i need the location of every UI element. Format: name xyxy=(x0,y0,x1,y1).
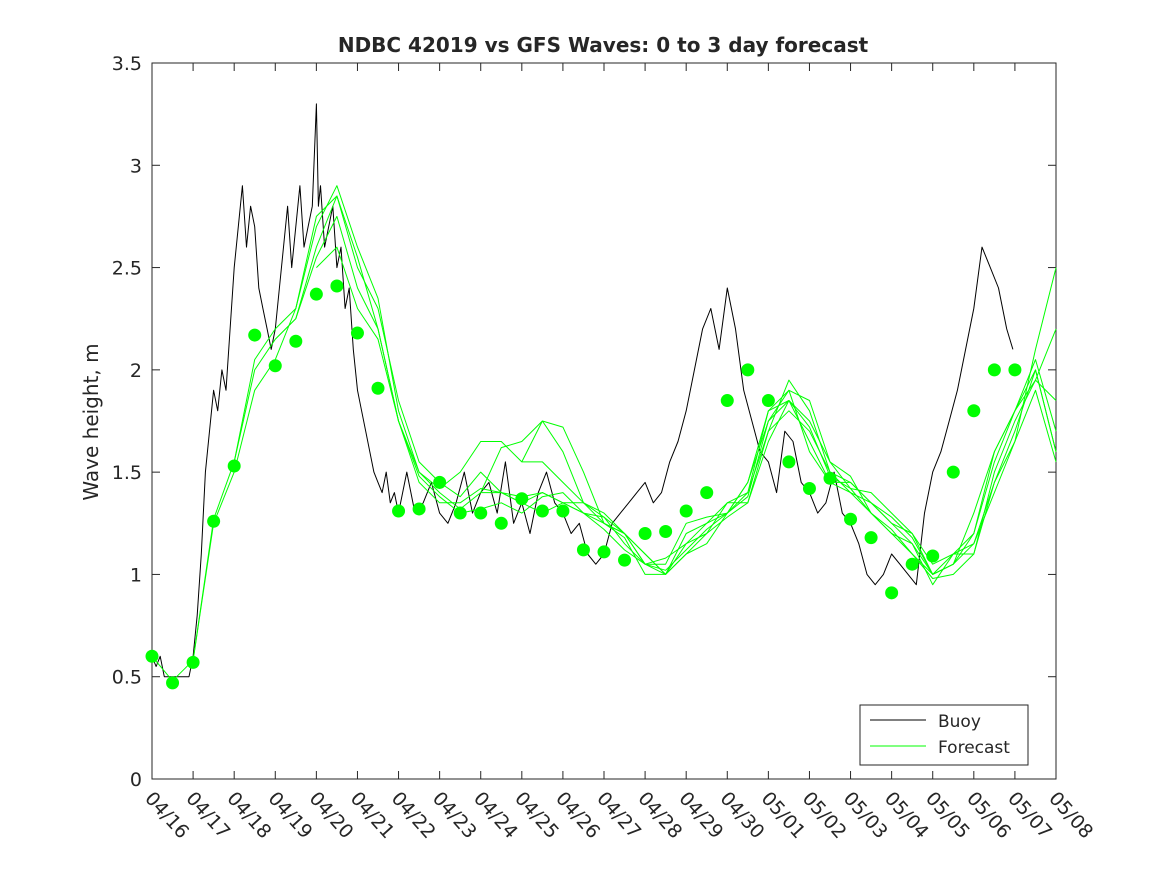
forecast-marker xyxy=(905,557,919,571)
x-tick-label: 04/17 xyxy=(181,788,234,843)
forecast-marker xyxy=(802,482,816,496)
legend: Buoy Forecast xyxy=(859,704,1029,766)
forecast-marker xyxy=(289,334,303,348)
x-tick-label: 04/25 xyxy=(510,788,563,843)
x-tick-label: 04/29 xyxy=(674,788,727,843)
y-tick-label: 2 xyxy=(130,360,142,382)
forecast-line-2 xyxy=(192,185,1057,661)
x-tick-label: 05/07 xyxy=(1003,788,1056,843)
forecast-marker xyxy=(679,504,693,518)
y-axis-label: Wave height, m xyxy=(79,343,103,500)
x-tick-label: 04/16 xyxy=(140,788,193,843)
forecast-marker xyxy=(371,381,385,395)
forecast-marker xyxy=(166,676,180,690)
forecast-marker xyxy=(638,527,652,541)
buoy-line xyxy=(151,103,1014,678)
forecast-line-5 xyxy=(316,246,1057,579)
x-tick-label: 04/24 xyxy=(469,788,522,843)
x-tick-label: 04/20 xyxy=(305,788,358,843)
forecast-marker xyxy=(330,279,344,293)
chart-title: NDBC 42019 vs GFS Waves: 0 to 3 day fore… xyxy=(338,33,869,57)
forecast-marker xyxy=(453,506,467,520)
x-tick-label: 04/28 xyxy=(633,788,686,843)
forecast-marker xyxy=(885,586,899,600)
x-tick-label: 05/04 xyxy=(880,788,933,843)
forecast-marker xyxy=(145,649,159,663)
forecast-marker xyxy=(597,545,611,559)
axes-box xyxy=(151,62,1057,780)
forecast-marker xyxy=(823,471,837,485)
x-tick-label: 05/03 xyxy=(839,788,892,843)
x-tick-label: 04/27 xyxy=(592,788,645,843)
x-tick-label: 05/05 xyxy=(921,788,974,843)
forecast-marker xyxy=(659,524,673,538)
forecast-marker xyxy=(268,359,282,373)
forecast-line-1 xyxy=(151,195,1057,682)
forecast-line-6 xyxy=(480,328,1057,565)
x-tick-label: 04/19 xyxy=(264,788,317,843)
x-tick-label: 04/18 xyxy=(222,788,275,843)
forecast-marker xyxy=(576,543,590,557)
y-tick-label: 3 xyxy=(130,155,142,177)
forecast-marker xyxy=(864,531,878,545)
forecast-marker xyxy=(474,506,488,520)
x-tick-label: 05/02 xyxy=(798,788,851,843)
forecast-marker xyxy=(412,502,426,516)
forecast-marker xyxy=(227,459,241,473)
forecast-marker xyxy=(515,492,529,506)
y-tick-label: 1.5 xyxy=(112,462,142,484)
x-tick-label: 04/21 xyxy=(346,788,399,843)
forecast-marker xyxy=(967,404,981,418)
forecast-marker xyxy=(618,553,632,567)
forecast-marker xyxy=(946,465,960,479)
forecast-marker xyxy=(309,287,323,301)
forecast-marker xyxy=(186,655,200,669)
y-tick-label: 2.5 xyxy=(112,258,142,280)
x-tick-label: 05/01 xyxy=(757,788,810,843)
legend-buoy-label: Buoy xyxy=(938,712,981,732)
x-tick-label: 04/23 xyxy=(428,788,481,843)
forecast-marker xyxy=(700,486,714,500)
x-tick-label: 04/30 xyxy=(716,788,769,843)
forecast-marker xyxy=(535,504,549,518)
forecast-marker xyxy=(433,475,447,489)
forecast-marker xyxy=(556,504,570,518)
forecast-marker xyxy=(926,549,940,563)
forecast-marker xyxy=(987,363,1001,377)
forecast-marker xyxy=(392,504,406,518)
x-tick-label: 05/06 xyxy=(962,788,1015,843)
forecast-marker xyxy=(1008,363,1022,377)
y-tick-label: 3.5 xyxy=(112,53,142,75)
x-tick-label: 04/22 xyxy=(387,788,440,843)
forecast-marker xyxy=(782,455,796,469)
forecast-marker xyxy=(761,394,775,408)
legend-box xyxy=(859,704,1029,766)
forecast-marker xyxy=(207,514,221,528)
x-tick-label: 05/08 xyxy=(1044,788,1097,843)
forecast-marker xyxy=(741,363,755,377)
forecast-marker xyxy=(350,326,364,340)
forecast-marker xyxy=(248,328,262,342)
forecast-marker xyxy=(844,512,858,526)
y-tick-label: 1 xyxy=(130,564,142,586)
forecast-marker xyxy=(494,516,508,530)
forecast-marker xyxy=(720,394,734,408)
x-tick-label: 04/26 xyxy=(551,788,604,843)
y-tick-label: 0 xyxy=(130,769,142,791)
legend-forecast-label: Forecast xyxy=(938,738,1010,758)
forecast-line-7 xyxy=(521,369,1057,575)
y-tick-label: 0.5 xyxy=(112,667,142,689)
